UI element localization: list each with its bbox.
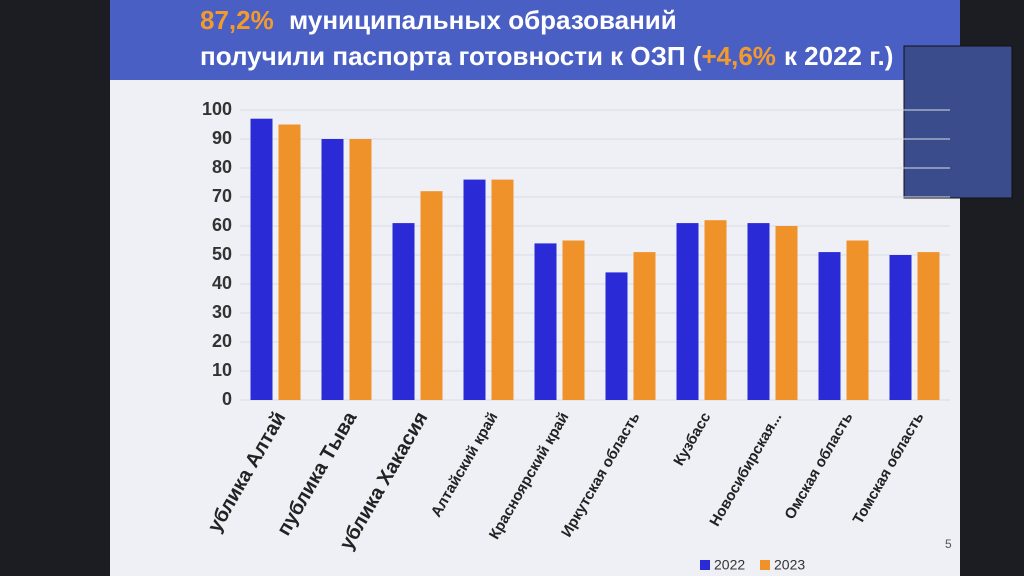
chart-title: получили паспорта готовности к ОЗП (+4,6…	[200, 41, 893, 71]
y-tick-label: 60	[212, 215, 232, 235]
y-tick-label: 80	[212, 157, 232, 177]
title-text: к 2022 г.)	[784, 41, 893, 71]
bar	[278, 124, 301, 400]
y-tick-label: 50	[212, 244, 232, 264]
title-text: муниципальных образований	[289, 5, 677, 35]
bar	[846, 240, 869, 400]
y-tick-label: 90	[212, 128, 232, 148]
y-tick-label: 100	[202, 99, 232, 119]
video-inset	[903, 45, 1013, 199]
legend-swatch	[760, 560, 770, 570]
y-tick-label: 40	[212, 273, 232, 293]
title-text: получили паспорта готовности к ОЗП (	[200, 41, 702, 71]
bar	[562, 240, 585, 400]
bar	[633, 252, 656, 400]
bar	[605, 272, 628, 400]
y-tick-label: 70	[212, 186, 232, 206]
legend-swatch	[700, 560, 710, 570]
bar	[704, 220, 727, 400]
slide-number: 5	[945, 537, 952, 551]
bar	[349, 139, 372, 400]
bar	[463, 179, 486, 400]
title-band	[110, 0, 960, 80]
title-highlight: +4,6%	[701, 41, 775, 71]
bar	[491, 179, 514, 400]
bar	[392, 223, 415, 400]
bar	[250, 118, 273, 400]
bar	[534, 243, 557, 400]
bar	[889, 255, 912, 400]
legend-label: 2023	[774, 557, 805, 573]
bar	[420, 191, 443, 400]
y-tick-label: 20	[212, 331, 232, 351]
legend-label: 2022	[714, 557, 745, 573]
title-highlight: 87,2%	[200, 5, 274, 35]
y-tick-label: 0	[222, 389, 232, 409]
chart-title: 87,2% муниципальных образований	[200, 5, 677, 35]
bar	[775, 226, 798, 400]
bar	[747, 223, 770, 400]
bar	[321, 139, 344, 400]
bar	[818, 252, 841, 400]
y-tick-label: 30	[212, 302, 232, 322]
bar	[917, 252, 940, 400]
bar	[676, 223, 699, 400]
y-tick-label: 10	[212, 360, 232, 380]
